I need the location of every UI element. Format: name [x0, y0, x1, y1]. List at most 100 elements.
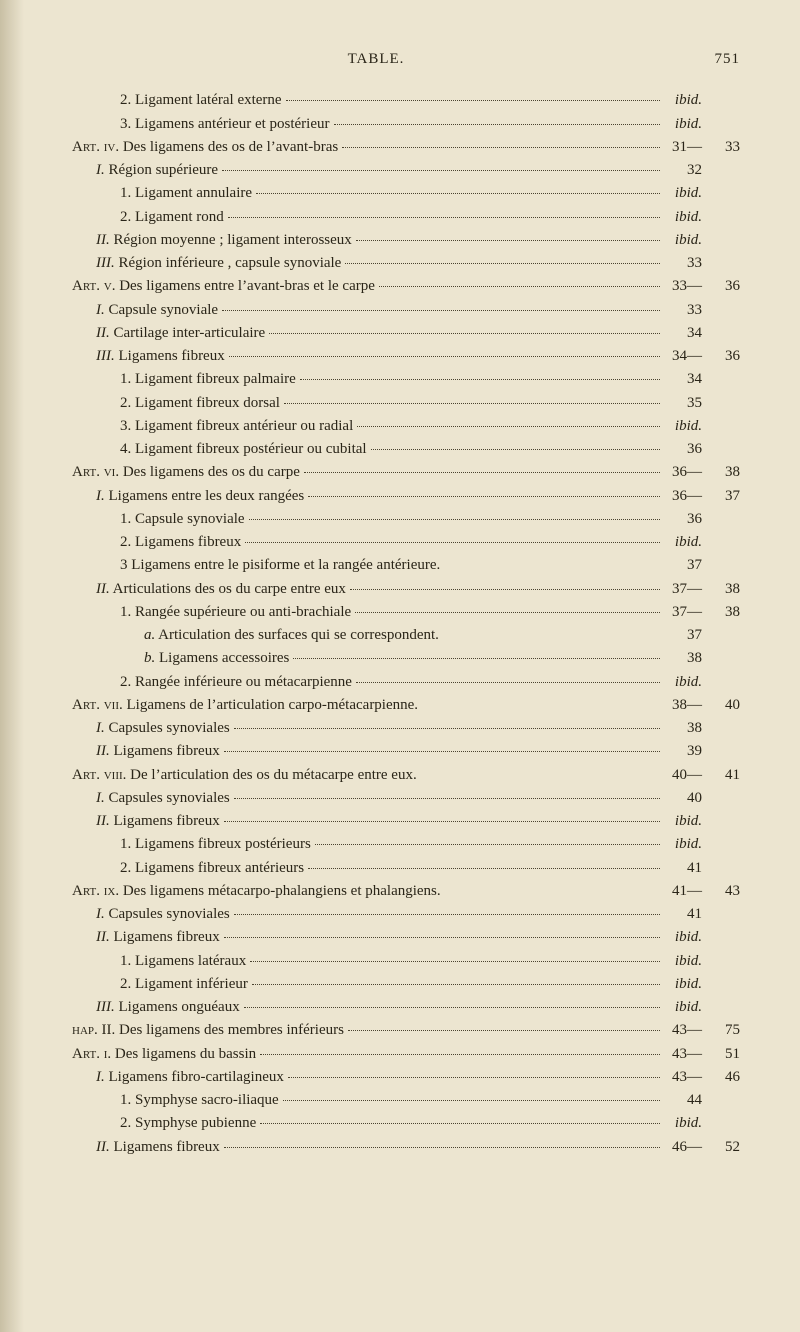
toc-line: 3 Ligamens entre le pisiforme et la rang… — [72, 554, 740, 577]
page-ref-second: 40 — [712, 694, 740, 717]
dot-leader — [286, 100, 660, 101]
toc-label: 2. Rangée inférieure ou métacarpienne — [120, 671, 352, 694]
toc-label: Art. ix. Des ligamens métacarpo-phalangi… — [72, 880, 441, 903]
toc-line: II. Cartilage inter-articulaire34 — [72, 322, 740, 345]
toc-label: II. Ligamens fibreux — [96, 810, 220, 833]
toc-line: 2. Ligamens fibreuxibid. — [72, 531, 740, 554]
page-ref-first: 34— — [664, 345, 712, 368]
page-ref-first: 41 — [664, 857, 712, 880]
toc-label: I. Capsules synoviales — [96, 787, 230, 810]
toc-label: 1. Ligamens fibreux postérieurs — [120, 833, 311, 856]
toc-line: II. Articulations des os du carpe entre … — [72, 578, 740, 601]
page-ref-first: ibid. — [664, 89, 712, 112]
toc-label: Art. vii. Ligamens de l’articulation car… — [72, 694, 418, 717]
page-ref-first: ibid. — [664, 671, 712, 694]
toc-line: Art. vii. Ligamens de l’articulation car… — [72, 694, 740, 717]
toc-label: b. Ligamens accessoires — [144, 647, 289, 670]
toc-label: 3 Ligamens entre le pisiforme et la rang… — [120, 554, 440, 577]
page-ref-first: 37 — [664, 554, 712, 577]
page-ref-first: ibid. — [664, 950, 712, 973]
toc-line: Art. viii. De l’articulation des os du m… — [72, 764, 740, 787]
toc-label: 2. Ligamens fibreux antérieurs — [120, 857, 304, 880]
toc-label: II. Articulations des os du carpe entre … — [96, 578, 346, 601]
toc-line: I. Région supérieure 32 — [72, 159, 740, 182]
page-ref-first: 37 — [664, 624, 712, 647]
dot-leader — [224, 937, 660, 938]
dot-leader — [308, 868, 660, 869]
dot-leader — [342, 147, 660, 148]
toc-label: II. Ligamens fibreux — [96, 926, 220, 949]
page-ref-first: 34 — [664, 368, 712, 391]
page-ref-second: 38 — [712, 578, 740, 601]
toc-label: 2. Ligament inférieur — [120, 973, 248, 996]
page-ref-first: ibid. — [664, 1112, 712, 1135]
page-ref-first: 31— — [664, 136, 712, 159]
page-ref-first: ibid. — [664, 206, 712, 229]
page-ref-first: 38— — [664, 694, 712, 717]
page-ref-second: 41 — [712, 764, 740, 787]
toc-label: Art. viii. De l’articulation des os du m… — [72, 764, 417, 787]
toc-line: 1. Rangée supérieure ou anti-brachiale37… — [72, 601, 740, 624]
toc-line: II. Ligamens fibreux39 — [72, 740, 740, 763]
toc-label: II. Ligamens fibreux — [96, 1136, 220, 1159]
toc-line: III. Ligamens onguéauxibid. — [72, 996, 740, 1019]
toc-line: I. Ligamens entre les deux rangées36—37 — [72, 485, 740, 508]
page-ref-second: 38 — [712, 601, 740, 624]
toc-label: 3. Ligamens antérieur et postérieur — [120, 113, 330, 136]
dot-leader — [222, 170, 660, 171]
toc-line: Art. vi. Des ligamens des os du carpe36—… — [72, 461, 740, 484]
running-header: TABLE. 751 — [72, 48, 740, 71]
toc-label: I. Ligamens fibro-cartilagineux — [96, 1066, 284, 1089]
page-ref-first: ibid. — [664, 973, 712, 996]
toc-label: II. Cartilage inter-articulaire — [96, 322, 265, 345]
toc-line: 3. Ligamens antérieur et postérieuribid. — [72, 113, 740, 136]
page-ref-second: 37 — [712, 485, 740, 508]
dot-leader — [250, 961, 660, 962]
toc-label: 2. Ligament fibreux dorsal — [120, 392, 280, 415]
dot-leader — [315, 844, 660, 845]
dot-leader — [234, 914, 660, 915]
dot-leader — [228, 217, 660, 218]
page-ref-first: 46— — [664, 1136, 712, 1159]
dot-leader — [224, 1147, 660, 1148]
toc-line: II. Ligamens fibreuxibid. — [72, 810, 740, 833]
page-ref-first: 32 — [664, 159, 712, 182]
dot-leader — [345, 263, 660, 264]
page-ref-first: 41 — [664, 903, 712, 926]
header-title: TABLE. — [72, 48, 680, 71]
toc-line: II. Ligamens fibreuxibid. — [72, 926, 740, 949]
toc-label: III. Ligamens onguéaux — [96, 996, 240, 1019]
page-ref-second: 33 — [712, 136, 740, 159]
toc-label: 2. Symphyse pubienne — [120, 1112, 256, 1135]
toc-line: Art. ix. Des ligamens métacarpo-phalangi… — [72, 880, 740, 903]
dot-leader — [379, 286, 660, 287]
dot-leader — [224, 821, 660, 822]
toc-line: Art. v. Des ligamens entre l’avant-bras … — [72, 275, 740, 298]
dot-leader — [224, 751, 660, 752]
dot-leader — [304, 472, 660, 473]
toc-line: 4. Ligament fibreux postérieur ou cubita… — [72, 438, 740, 461]
toc-label: 2. Ligament rond — [120, 206, 224, 229]
toc-line: III. Ligamens fibreux34—36 — [72, 345, 740, 368]
page-ref-first: 43— — [664, 1043, 712, 1066]
dot-leader — [348, 1030, 660, 1031]
page-ref-first: ibid. — [664, 531, 712, 554]
toc-label: 3. Ligament fibreux antérieur ou radial — [120, 415, 353, 438]
toc-label: Art. iv. Des ligamens des os de l’avant-… — [72, 136, 338, 159]
toc-label: 1. Capsule synoviale — [120, 508, 245, 531]
dot-leader — [308, 496, 660, 497]
dot-leader — [269, 333, 660, 334]
toc-label: I. Région supérieure — [96, 159, 218, 182]
dot-leader — [283, 1100, 660, 1101]
toc-label: I. Ligamens entre les deux rangées — [96, 485, 304, 508]
toc-label: 1. Ligamens latéraux — [120, 950, 246, 973]
toc-label: III. Ligamens fibreux — [96, 345, 225, 368]
toc-label: I. Capsules synoviales — [96, 717, 230, 740]
page-ref-first: ibid. — [664, 415, 712, 438]
toc-line: Art. i. Des ligamens du bassin43—51 — [72, 1043, 740, 1066]
dot-leader — [260, 1054, 660, 1055]
toc-line: 1. Ligamens fibreux postérieursibid. — [72, 833, 740, 856]
toc-label: I. Capsule synoviale — [96, 299, 218, 322]
page-ref-second: 75 — [712, 1019, 740, 1042]
toc-line: 2. Rangée inférieure ou métacarpienne ibi… — [72, 671, 740, 694]
